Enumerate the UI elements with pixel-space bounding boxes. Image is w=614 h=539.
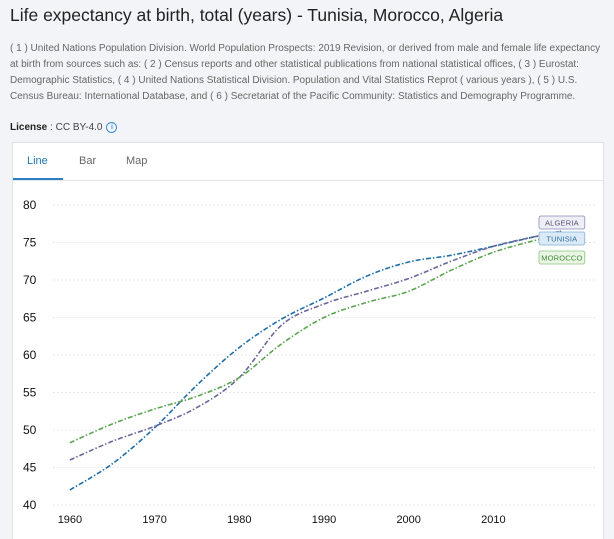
license-label: License xyxy=(10,122,48,134)
x-tick-2000: 2000 xyxy=(396,514,420,526)
legend-text-tunisia: TUNISIA xyxy=(546,235,577,244)
y-tick-50: 50 xyxy=(23,423,37,437)
y-tick-65: 65 xyxy=(23,311,37,325)
legend-box-tunisia xyxy=(538,231,586,246)
chart-tabs: Line Bar Map xyxy=(13,143,603,181)
y-tick-40: 40 xyxy=(23,498,37,512)
legend-text-algeria: ALGERIA xyxy=(545,219,579,228)
y-tick-70: 70 xyxy=(23,273,37,287)
series-line-algeria[interactable] xyxy=(69,230,562,491)
y-tick-45: 45 xyxy=(23,461,37,475)
legend-label-morocco[interactable]: MOROCCO xyxy=(538,250,586,265)
active-tab-indicator xyxy=(13,178,63,180)
series-line-morocco[interactable] xyxy=(69,234,562,444)
x-tick-1980: 1980 xyxy=(227,514,251,526)
x-tick-1970: 1970 xyxy=(142,514,166,526)
tab-map[interactable]: Map xyxy=(126,155,148,167)
page-title: Life expectancy at birth, total (years) … xyxy=(10,5,504,25)
info-icon[interactable]: i xyxy=(106,122,118,133)
tab-bar[interactable]: Bar xyxy=(79,155,97,167)
legend-label-tunisia[interactable]: TUNISIA xyxy=(538,231,586,246)
x-tick-1990: 1990 xyxy=(312,514,336,526)
tab-line[interactable]: Line xyxy=(27,155,48,167)
series-line-tunisia[interactable] xyxy=(69,230,562,461)
license-value: CC BY-4.0 xyxy=(55,122,103,134)
y-tick-80: 80 xyxy=(23,198,37,212)
line-chart: 40 45 50 55 60 65 70 75 80 1960 1970 1980 1990 2000 20… xyxy=(23,198,595,526)
y-tick-60: 60 xyxy=(23,348,37,362)
legend-box-morocco xyxy=(538,250,586,265)
x-tick-1960: 1960 xyxy=(58,514,82,526)
chart-panel: Line Bar Map 40 45 50 55 60 65 70 75 80 1960 1970 1… xyxy=(12,142,604,539)
legend-text-morocco: MOROCCO xyxy=(541,254,582,263)
y-tick-75: 75 xyxy=(23,236,37,250)
license-line: License : CC BY-4.0 i xyxy=(10,122,118,134)
sources-note: ( 1 ) United Nations Population Division… xyxy=(10,43,601,102)
legend-label-algeria[interactable]: ALGERIA xyxy=(538,215,586,230)
x-tick-2010: 2010 xyxy=(481,514,505,526)
y-tick-55: 55 xyxy=(23,386,37,400)
legend-box-algeria xyxy=(538,215,586,230)
